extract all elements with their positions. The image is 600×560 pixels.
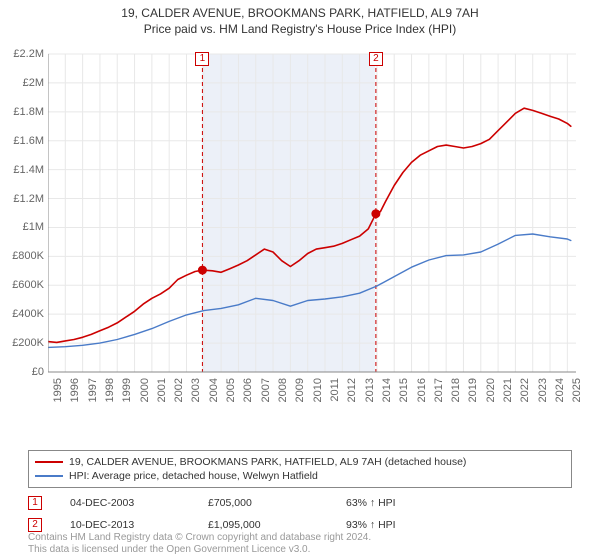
y-tick-label: £1M	[2, 221, 44, 233]
sale-date: 04-DEC-2003	[70, 497, 180, 509]
y-tick-label: £600K	[2, 279, 44, 291]
title-block: 19, CALDER AVENUE, BROOKMANS PARK, HATFI…	[0, 0, 600, 38]
x-tick-label: 2006	[242, 378, 254, 402]
sale-pct: 93% ↑ HPI	[346, 519, 396, 531]
x-tick-label: 2013	[364, 378, 376, 402]
x-tick-label: 2014	[381, 378, 393, 402]
sale-pct: 63% ↑ HPI	[346, 497, 396, 509]
footer-line1: Contains HM Land Registry data © Crown c…	[28, 532, 572, 544]
legend-label: HPI: Average price, detached house, Welw…	[69, 470, 318, 482]
x-tick-label: 2020	[485, 378, 497, 402]
y-tick-label: £800K	[2, 250, 44, 262]
x-tick-label: 2004	[208, 378, 220, 402]
x-tick-label: 2018	[450, 378, 462, 402]
y-tick-label: £2.2M	[2, 48, 44, 60]
x-tick-label: 2012	[346, 378, 358, 402]
x-tick-label: 2015	[398, 378, 410, 402]
chart-svg	[48, 50, 582, 412]
sale-marker-box: 2	[28, 518, 42, 532]
sale-marker-1: 1	[195, 52, 209, 66]
legend-swatch	[35, 475, 63, 477]
x-tick-label: 1997	[87, 378, 99, 402]
sale-date: 10-DEC-2013	[70, 519, 180, 531]
sale-marker-2: 2	[369, 52, 383, 66]
x-tick-label: 2022	[519, 378, 531, 402]
chart	[48, 50, 582, 412]
x-tick-label: 1996	[69, 378, 81, 402]
x-tick-label: 2016	[416, 378, 428, 402]
x-tick-label: 2000	[139, 378, 151, 402]
title-line2: Price paid vs. HM Land Registry's House …	[10, 22, 590, 36]
y-tick-label: £2M	[2, 77, 44, 89]
y-tick-label: £400K	[2, 308, 44, 320]
legend-row: HPI: Average price, detached house, Welw…	[35, 469, 565, 483]
y-tick-label: £1.4M	[2, 164, 44, 176]
x-tick-label: 1999	[121, 378, 133, 402]
y-tick-label: £0	[2, 366, 44, 378]
sale-price: £1,095,000	[208, 519, 318, 531]
sale-price: £705,000	[208, 497, 318, 509]
legend-row: 19, CALDER AVENUE, BROOKMANS PARK, HATFI…	[35, 455, 565, 469]
x-tick-label: 2008	[277, 378, 289, 402]
x-tick-label: 1995	[52, 378, 64, 402]
x-tick-label: 2002	[173, 378, 185, 402]
x-tick-label: 2001	[156, 378, 168, 402]
x-tick-label: 1998	[104, 378, 116, 402]
x-tick-label: 2009	[294, 378, 306, 402]
legend-label: 19, CALDER AVENUE, BROOKMANS PARK, HATFI…	[69, 456, 466, 468]
page-root: 19, CALDER AVENUE, BROOKMANS PARK, HATFI…	[0, 0, 600, 560]
x-tick-label: 2023	[537, 378, 549, 402]
legend-box: 19, CALDER AVENUE, BROOKMANS PARK, HATFI…	[28, 450, 572, 488]
x-tick-label: 2019	[467, 378, 479, 402]
y-tick-label: £1.6M	[2, 135, 44, 147]
x-tick-label: 2011	[329, 378, 341, 402]
x-tick-label: 2010	[312, 378, 324, 402]
x-tick-label: 2005	[225, 378, 237, 402]
footer-line2: This data is licensed under the Open Gov…	[28, 544, 572, 556]
x-tick-label: 2003	[190, 378, 202, 402]
y-tick-label: £1.2M	[2, 193, 44, 205]
sale-row: 1 04-DEC-2003 £705,000 63% ↑ HPI	[28, 494, 572, 516]
y-tick-label: £1.8M	[2, 106, 44, 118]
legend-area: 19, CALDER AVENUE, BROOKMANS PARK, HATFI…	[28, 450, 572, 538]
footer: Contains HM Land Registry data © Crown c…	[28, 532, 572, 556]
legend-swatch	[35, 461, 63, 463]
x-tick-label: 2017	[433, 378, 445, 402]
x-tick-label: 2025	[571, 378, 583, 402]
x-tick-label: 2021	[502, 378, 514, 402]
y-tick-label: £200K	[2, 337, 44, 349]
title-line1: 19, CALDER AVENUE, BROOKMANS PARK, HATFI…	[10, 6, 590, 20]
x-tick-label: 2024	[554, 378, 566, 402]
sale-marker-box: 1	[28, 496, 42, 510]
x-tick-label: 2007	[260, 378, 272, 402]
